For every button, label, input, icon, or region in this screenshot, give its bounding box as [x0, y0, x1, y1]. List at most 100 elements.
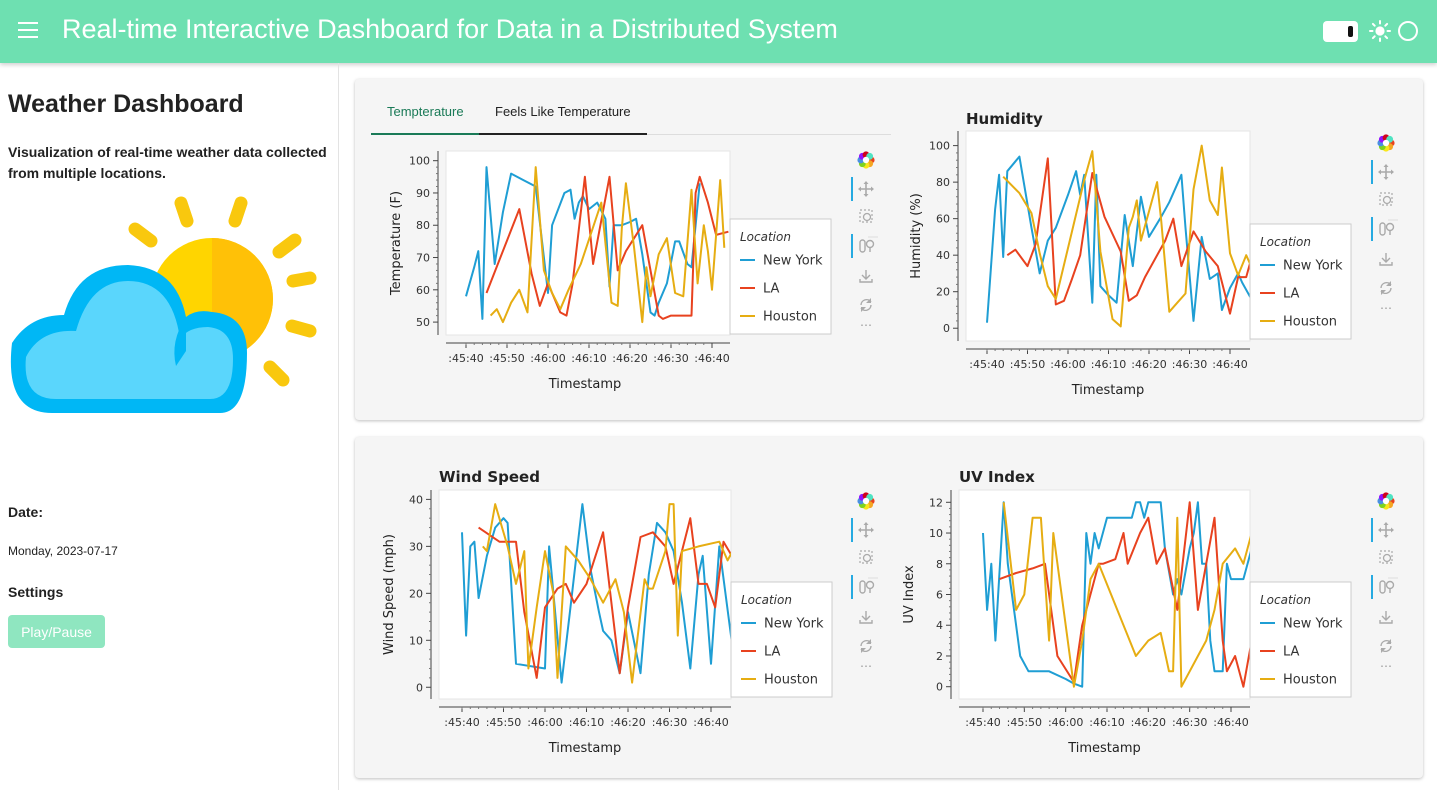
tab-temperature[interactable]: Tempterature [371, 97, 479, 135]
legend-item-label[interactable]: Houston [763, 310, 817, 325]
chart-temperature: 50 60 70 80 90 100:45:40:45:50:46:00:46:10:46… [389, 150, 832, 392]
legend-item-label[interactable]: LA [1283, 645, 1300, 660]
y-tick-label: 0 [936, 681, 943, 694]
legend-item-label[interactable]: LA [763, 282, 780, 297]
humidity-reset-icon[interactable] [1380, 281, 1392, 295]
series-line-la[interactable] [999, 501, 1306, 688]
x-tick-label: :46:10 [1091, 358, 1126, 371]
temperature-reset-icon[interactable] [860, 298, 872, 312]
theme-toggle[interactable] [1323, 21, 1358, 42]
humidity-bokeh-logo-icon[interactable] [1377, 134, 1395, 152]
temperature-more-icon[interactable]: ⋯ [860, 318, 872, 332]
x-tick-label: :46:10 [571, 352, 606, 365]
legend-item-label[interactable]: New York [763, 254, 823, 269]
wind_speed-pan-icon[interactable] [858, 522, 874, 538]
x-tick-label: :45:50 [486, 716, 521, 729]
legend-item-label[interactable]: LA [764, 645, 781, 660]
temperature-bokeh-logo-icon[interactable] [857, 151, 875, 169]
humidity-more-icon[interactable]: ⋯ [1380, 301, 1392, 315]
menu-icon[interactable] [18, 22, 38, 38]
temperature-save-icon[interactable] [859, 270, 873, 283]
y-tick-label: 60 [936, 213, 950, 226]
y-tick-label: 0 [943, 322, 950, 335]
chart-plot-area[interactable] [965, 130, 1251, 342]
play-pause-button[interactable]: Play/Pause [8, 615, 105, 648]
humidity-pan-icon[interactable] [1378, 164, 1394, 180]
legend-item-label[interactable]: New York [1283, 617, 1343, 632]
humidity-save-icon[interactable] [1379, 253, 1393, 266]
series-line-new-york[interactable] [986, 155, 1258, 323]
uv_index-box-zoom-icon[interactable] [1379, 550, 1393, 564]
chart-wind_speed: Wind Speed 0 10 20 30 40:45:40:45:50:46:00:46… [382, 468, 833, 756]
uv_index-reset-icon[interactable] [1380, 639, 1392, 653]
y-tick-label: 6 [936, 589, 943, 602]
temperature-box-zoom-icon[interactable] [859, 209, 873, 223]
series-line-la[interactable] [478, 517, 782, 679]
legend-item-label[interactable]: Houston [764, 673, 818, 688]
x-axis-label: Timestamp [548, 377, 622, 392]
legend-item-label[interactable]: New York [1283, 259, 1343, 274]
series-line-la[interactable] [1006, 157, 1270, 315]
temperature-pan-icon[interactable] [858, 181, 874, 197]
series-line-la[interactable] [485, 175, 729, 320]
y-tick-label: 0 [416, 681, 423, 694]
x-tick-label: :46:40 [694, 352, 729, 365]
legend-title: Location [740, 230, 791, 244]
sun-icon[interactable] [1369, 20, 1391, 42]
y-tick-label: 100 [409, 155, 430, 168]
sidebar-description: Visualization of real-time weather data … [8, 144, 327, 181]
wind_speed-more-icon[interactable]: ⋯ [860, 659, 872, 673]
humidity-wheel-zoom-icon[interactable] [1379, 222, 1395, 236]
y-axis-label: Wind Speed (mph) [382, 534, 397, 655]
legend-item-label[interactable]: Houston [1283, 673, 1337, 688]
circle-icon[interactable] [1398, 21, 1418, 41]
series-line-houston[interactable] [1002, 502, 1277, 688]
x-tick-label: :46:30 [1172, 716, 1207, 729]
x-tick-label: :45:40 [965, 716, 1000, 729]
wind_speed-wheel-zoom-icon[interactable] [859, 580, 875, 594]
y-tick-label: 40 [409, 493, 423, 506]
x-tick-label: :46:20 [1131, 716, 1166, 729]
legend-item-label[interactable]: Houston [1283, 315, 1337, 330]
y-tick-label: 60 [416, 284, 430, 297]
x-tick-label: :46:00 [1048, 716, 1083, 729]
chart-tabs: Tempterature Feels Like Temperature [371, 97, 891, 135]
wind_speed-save-icon[interactable] [859, 611, 873, 624]
x-tick-label: :45:40 [444, 716, 479, 729]
wind_speed-reset-icon[interactable] [860, 639, 872, 653]
y-tick-label: 100 [929, 140, 950, 153]
uv_index-more-icon[interactable]: ⋯ [1380, 659, 1392, 673]
legend-title: Location [741, 593, 792, 607]
uv_index-wheel-zoom-icon[interactable] [1379, 580, 1395, 594]
series-line-houston[interactable] [489, 166, 726, 324]
uv_index-pan-icon[interactable] [1378, 522, 1394, 538]
temperature-wheel-zoom-icon[interactable] [859, 239, 875, 253]
uv_index-save-icon[interactable] [1379, 611, 1393, 624]
y-tick-label: 10 [409, 634, 423, 647]
x-axis-label: Timestamp [1067, 741, 1141, 756]
legend-title: Location [1260, 235, 1311, 249]
legend-item-label[interactable]: LA [1283, 287, 1300, 302]
app-header: Real-time Interactive Dashboard for Data… [0, 0, 1437, 63]
chart-legend: Location New York LA Houston [1249, 581, 1352, 698]
series-line-new-york[interactable] [465, 166, 701, 320]
y-tick-label: 4 [936, 619, 943, 632]
x-tick-label: :46:10 [1089, 716, 1124, 729]
legend-item-label[interactable]: New York [764, 617, 824, 632]
y-tick-label: 20 [936, 286, 950, 299]
chart-legend: Location New York LA Houston [730, 581, 833, 698]
uv_index-bokeh-logo-icon[interactable] [1377, 492, 1395, 510]
series-line-new-york[interactable] [982, 501, 1281, 688]
wind_speed-toolbar: ⋯ [851, 492, 878, 673]
x-axis-label: Timestamp [1071, 383, 1145, 398]
wind_speed-bokeh-logo-icon[interactable] [857, 492, 875, 510]
series-line-houston[interactable] [482, 503, 778, 687]
humidity-box-zoom-icon[interactable] [1379, 192, 1393, 206]
wind_speed-box-zoom-icon[interactable] [859, 550, 873, 564]
series-line-houston[interactable] [1002, 144, 1278, 328]
y-tick-label: 2 [936, 650, 943, 663]
tab-feels-like[interactable]: Feels Like Temperature [479, 97, 647, 135]
x-tick-label: :46:30 [653, 352, 688, 365]
date-value: Monday, 2023-07-17 [8, 544, 118, 558]
